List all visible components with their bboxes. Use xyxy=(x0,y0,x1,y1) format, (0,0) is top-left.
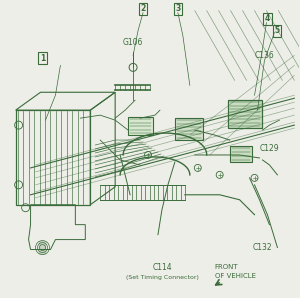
Text: 5: 5 xyxy=(275,26,280,35)
Text: 2: 2 xyxy=(140,4,146,13)
Text: FRONT: FRONT xyxy=(215,264,238,271)
FancyBboxPatch shape xyxy=(230,146,251,162)
FancyBboxPatch shape xyxy=(175,118,203,140)
Text: 1: 1 xyxy=(40,54,45,63)
Text: G106: G106 xyxy=(123,38,143,47)
Text: C129: C129 xyxy=(260,144,279,153)
FancyBboxPatch shape xyxy=(128,117,153,135)
Text: C114: C114 xyxy=(152,263,172,272)
Text: 3: 3 xyxy=(175,4,181,13)
FancyBboxPatch shape xyxy=(228,100,262,128)
Text: OF VEHICLE: OF VEHICLE xyxy=(215,273,256,280)
Text: C136: C136 xyxy=(255,51,274,60)
Text: (Set Timing Connector): (Set Timing Connector) xyxy=(125,275,198,280)
Text: C132: C132 xyxy=(253,243,272,252)
Text: 4: 4 xyxy=(265,14,270,23)
